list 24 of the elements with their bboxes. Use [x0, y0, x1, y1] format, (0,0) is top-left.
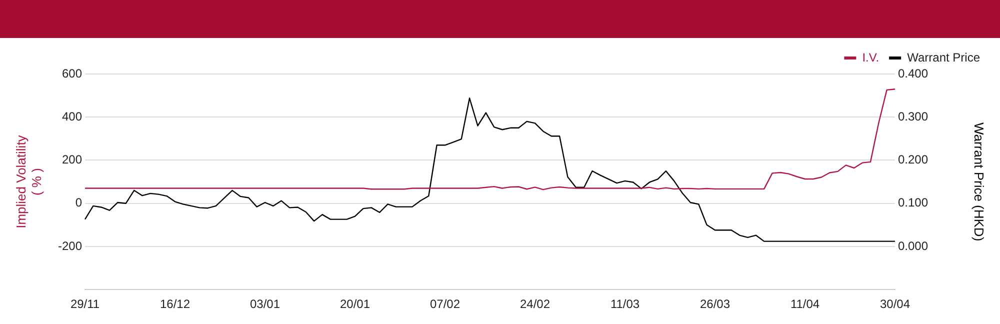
x-tick-label: 03/01: [250, 297, 280, 312]
x-tick-label: 16/12: [160, 297, 190, 312]
x-tick-label: 30/04: [880, 297, 910, 312]
y2-axis-title: Warrant Price (HKD): [972, 122, 987, 242]
y-tick-label: 400: [62, 109, 82, 124]
y2-tick-label: 0.300: [898, 109, 928, 124]
x-tick-label: 11/03: [610, 297, 640, 312]
legend-label: I.V.: [862, 50, 880, 64]
x-tick-label: 29/11: [70, 297, 100, 312]
x-tick-label: 11/04: [790, 297, 820, 312]
y-axis-title: Implied Volatility ( % ): [13, 134, 44, 228]
legend-label: Warrant Price: [907, 50, 980, 64]
y2-tick-label: 0.400: [898, 66, 928, 80]
y2-tick-label: 0.100: [898, 196, 928, 210]
x-tick-label: 20/01: [340, 297, 370, 312]
y-tick-label: 200: [62, 152, 82, 167]
y2-tick-label: 0.200: [898, 152, 928, 167]
y-tick-label: 600: [62, 66, 82, 80]
y-tick-label: -200: [58, 238, 82, 253]
y-tick-label: 0: [75, 196, 82, 210]
x-tick-label: 07/02: [430, 297, 460, 312]
x-tick-label: 24/02: [520, 297, 550, 312]
y2-tick-label: 0.000: [898, 238, 928, 253]
x-tick-label: 26/03: [700, 297, 730, 312]
